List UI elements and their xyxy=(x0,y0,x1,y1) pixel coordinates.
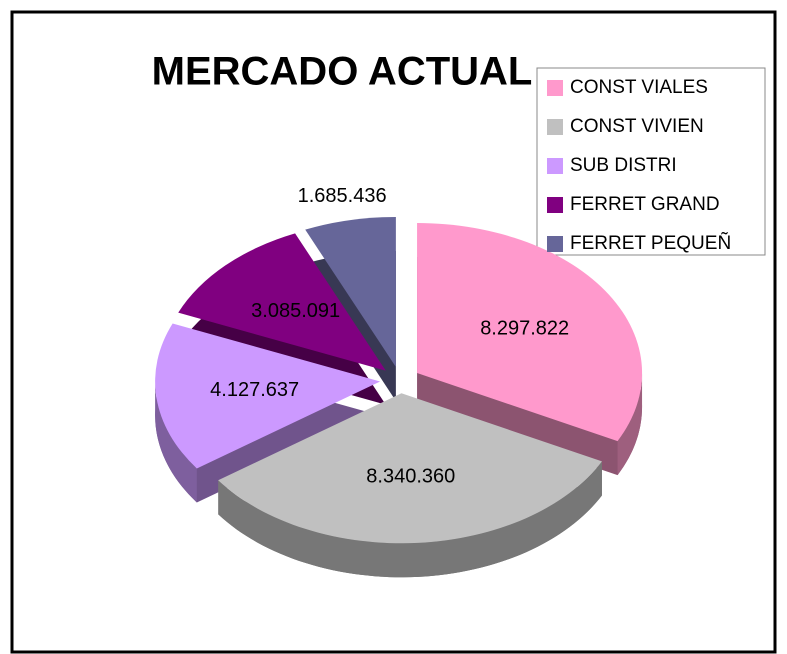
legend-box xyxy=(536,67,766,256)
slice-side xyxy=(218,461,602,578)
slice xyxy=(305,216,396,367)
legend-swatch xyxy=(547,119,563,135)
data-label: 1.685.436 xyxy=(298,185,387,207)
legend-label: FERRET PEQUEÑ xyxy=(570,232,731,254)
legend-swatch xyxy=(547,158,563,174)
data-label: 8.340.360 xyxy=(366,466,455,488)
slice xyxy=(178,233,386,371)
data-label: 3.085.091 xyxy=(251,300,340,322)
slice-side xyxy=(617,373,643,476)
chart-title: MERCADO ACTUAL xyxy=(152,50,533,94)
legend-swatch xyxy=(547,80,563,96)
legend-label: CONST VIVIEN xyxy=(570,116,704,137)
slice-side xyxy=(155,381,197,503)
legend-swatch xyxy=(547,236,563,252)
data-label: 4.127.637 xyxy=(210,379,299,401)
slice xyxy=(218,393,602,544)
legend-swatch xyxy=(547,197,563,213)
slice xyxy=(417,223,643,442)
legend-label: SUB DISTRI xyxy=(570,155,677,176)
data-label: 8.297.822 xyxy=(480,317,569,339)
slice xyxy=(155,323,381,469)
legend-label: CONST VIALES xyxy=(570,77,708,98)
legend-label: FERRET GRAND xyxy=(570,194,720,215)
